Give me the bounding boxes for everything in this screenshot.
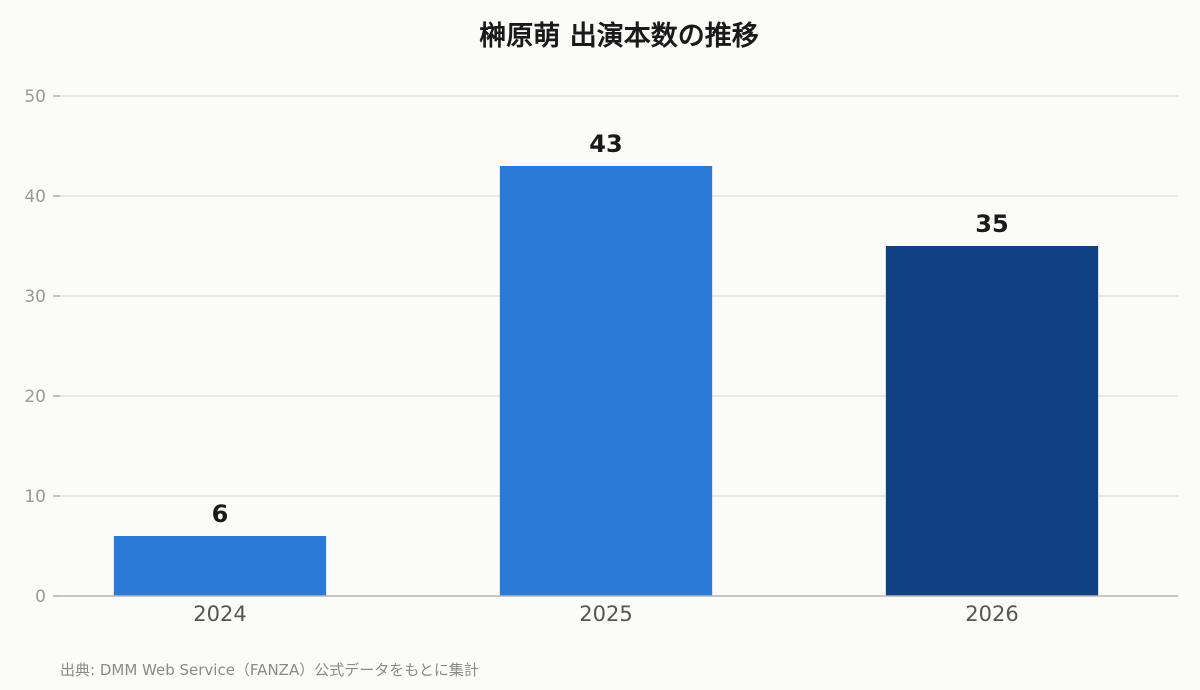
data-label: 6	[212, 500, 229, 528]
x-tick-label: 2024	[193, 602, 246, 626]
y-axis: 0 10 20 30 40 50	[24, 87, 60, 607]
bar-2024	[113, 536, 327, 596]
y-tick-label: 0	[35, 587, 46, 607]
y-tick-label: 20	[24, 387, 46, 407]
chart-title: 榊原萌 出演本数の推移	[479, 20, 758, 52]
x-tick-label: 2025	[579, 602, 632, 626]
y-tick-label: 30	[24, 287, 46, 307]
data-labels: 6 43 35	[212, 130, 1009, 528]
source-note: 出典: DMM Web Service（FANZA）公式データをもとに集計	[60, 661, 479, 679]
bar-2025	[499, 166, 713, 596]
data-label: 43	[589, 130, 622, 158]
bar-2026	[885, 246, 1099, 596]
y-tick-label: 10	[24, 487, 46, 507]
x-axis: 2024 2025 2026	[53, 595, 1178, 626]
x-tick-label: 2026	[965, 602, 1018, 626]
y-tick-label: 40	[24, 187, 46, 207]
y-tick-label: 50	[24, 87, 46, 107]
data-label: 35	[975, 210, 1008, 238]
bars	[113, 166, 1099, 596]
